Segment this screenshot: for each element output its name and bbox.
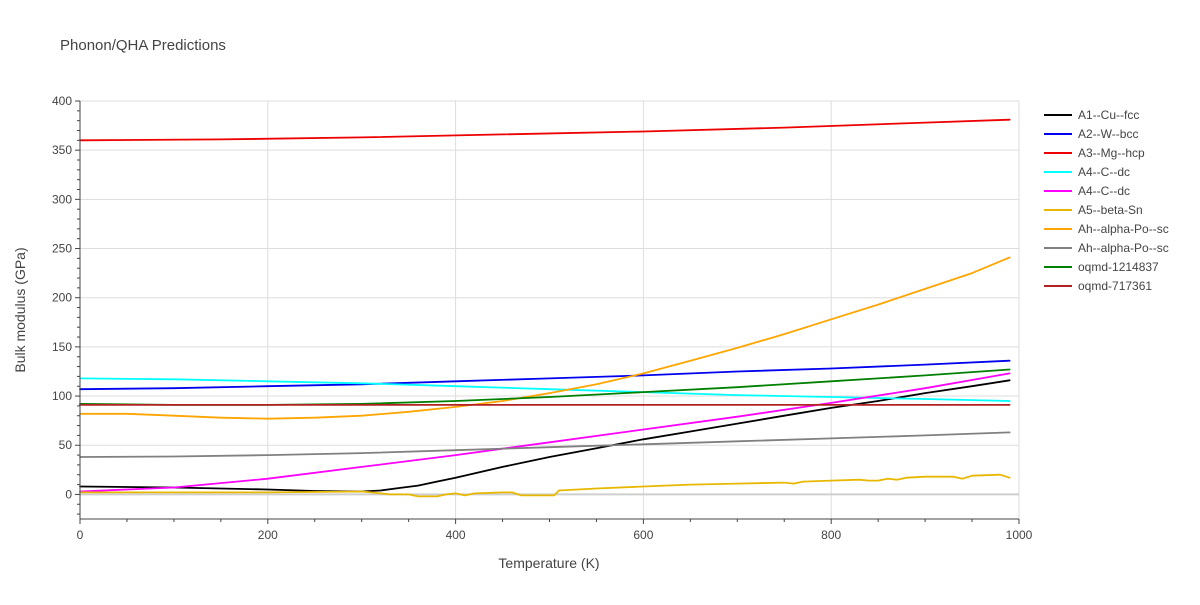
series-line-8 — [79, 431, 1011, 458]
y-tick-label: 200 — [52, 291, 72, 305]
y-tick-label: 350 — [52, 143, 72, 157]
legend-item[interactable]: A1--Cu--fcc — [1044, 108, 1139, 122]
y-tick-label: 100 — [52, 389, 72, 403]
legend-label: oqmd-717361 — [1078, 279, 1152, 293]
y-tick-label: 50 — [59, 438, 73, 452]
y-tick-label: 0 — [65, 487, 72, 501]
y-tick-label: 300 — [52, 192, 72, 206]
chart-title: Phonon/QHA Predictions — [60, 37, 226, 54]
y-tick-label: 400 — [52, 94, 72, 108]
legend-item[interactable]: Ah--alpha-Po--sc — [1044, 241, 1169, 255]
legend-label: Ah--alpha-Po--sc — [1078, 241, 1169, 255]
x-tick-label: 0 — [77, 528, 84, 542]
legend: A1--Cu--fcc A2--W--bcc A3--Mg--hcp A4--C--d… — [1044, 108, 1169, 293]
x-tick-label: 1000 — [1006, 528, 1033, 542]
x-tick-label: 400 — [446, 528, 466, 542]
legend-label: A2--W--bcc — [1078, 127, 1138, 141]
legend-label: A4--C--dc — [1078, 184, 1130, 198]
legend-item[interactable]: A3--Mg--hcp — [1044, 146, 1145, 160]
legend-label: A3--Mg--hcp — [1078, 146, 1145, 160]
y-tick-label: 250 — [52, 242, 72, 256]
legend-item[interactable]: A5--beta-Sn — [1044, 203, 1143, 217]
x-tick-label: 800 — [821, 528, 841, 542]
legend-label: A5--beta-Sn — [1078, 203, 1143, 217]
x-tick-label: 200 — [258, 528, 278, 542]
series-layer — [79, 118, 1011, 498]
legend-item[interactable]: oqmd-717361 — [1044, 279, 1152, 293]
series-line-7 — [79, 256, 1011, 420]
series-line-3 — [79, 118, 1011, 142]
y-axis-label: Bulk modulus (GPa) — [12, 247, 28, 372]
legend-label: Ah--alpha-Po--sc — [1078, 222, 1169, 236]
x-tick-label: 600 — [633, 528, 653, 542]
legend-item[interactable]: A4--C--dc — [1044, 165, 1130, 179]
grid-layer — [80, 100, 1020, 519]
axes-layer: 0 200 400 600 800 1000 0 50 100 150 200 250 300 350 40… — [52, 94, 1033, 542]
legend-item[interactable]: Ah--alpha-Po--sc — [1044, 222, 1169, 236]
legend-item[interactable]: A4--C--dc — [1044, 184, 1130, 198]
legend-item[interactable]: oqmd-1214837 — [1044, 260, 1159, 274]
y-tick-label: 150 — [52, 340, 72, 354]
series-line-6 — [79, 473, 1011, 498]
legend-item[interactable]: A2--W--bcc — [1044, 127, 1138, 141]
series-line-2 — [79, 359, 1011, 391]
legend-label: A1--Cu--fcc — [1078, 108, 1139, 122]
legend-label: oqmd-1214837 — [1078, 260, 1159, 274]
x-axis-label: Temperature (K) — [498, 555, 599, 571]
series-line-5 — [79, 372, 1011, 493]
legend-label: A4--C--dc — [1078, 165, 1130, 179]
